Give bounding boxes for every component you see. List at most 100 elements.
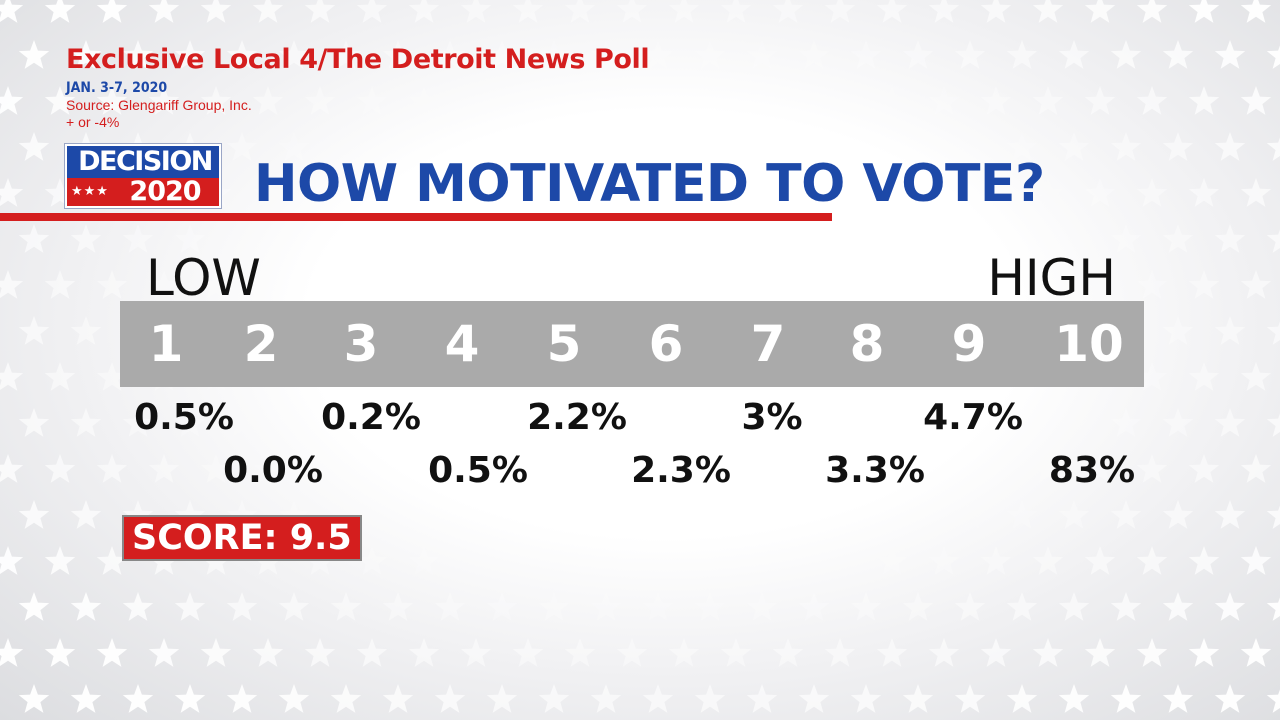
background-star-icon — [408, 0, 440, 23]
background-star-icon — [1266, 137, 1280, 161]
scale-number-8: 8 — [849, 315, 885, 373]
background-star-icon — [0, 0, 24, 23]
background-star-icon — [1058, 408, 1090, 437]
background-star-icon — [1266, 321, 1280, 345]
background-star-icon — [1136, 546, 1168, 575]
background-star-icon — [0, 638, 24, 667]
background-star-icon — [1162, 132, 1194, 161]
background-star-icon — [44, 546, 76, 575]
headline: HOW MOTIVATED TO VOTE? — [254, 154, 1045, 214]
background-star-icon — [1240, 362, 1272, 391]
background-star-icon — [720, 0, 752, 23]
background-star-icon — [1214, 592, 1246, 621]
scale-number-1: 1 — [148, 315, 184, 373]
scale-low-label: LOW — [146, 249, 261, 307]
background-star-icon — [1110, 500, 1142, 529]
background-star-icon — [200, 270, 232, 299]
background-star-icon — [70, 592, 102, 621]
background-star-icon — [1214, 224, 1246, 253]
background-star-icon — [616, 0, 648, 23]
background-star-icon — [746, 40, 778, 69]
background-star-icon — [954, 684, 986, 713]
background-star-icon — [1266, 229, 1280, 253]
background-star-icon — [356, 86, 388, 115]
background-star-icon — [1188, 0, 1220, 23]
background-star-icon — [0, 362, 24, 391]
background-star-icon — [668, 638, 700, 667]
background-star-icon — [0, 454, 24, 483]
background-star-icon — [278, 132, 310, 161]
background-star-icon — [0, 178, 24, 207]
background-star-icon — [44, 362, 76, 391]
background-star-icon — [1214, 408, 1246, 437]
background-star-icon — [1188, 454, 1220, 483]
background-star-icon — [538, 592, 570, 621]
background-star-icon — [1136, 0, 1168, 23]
background-star-icon — [18, 408, 50, 437]
background-star-icon — [954, 500, 986, 529]
background-star-icon — [1266, 505, 1280, 529]
background-star-icon — [434, 684, 466, 713]
background-star-icon — [1006, 40, 1038, 69]
background-star-icon — [1188, 178, 1220, 207]
percent-rating-3: 0.2% — [321, 397, 421, 438]
background-star-icon — [798, 684, 830, 713]
poll-title: Exclusive Local 4/The Detroit News Poll — [66, 44, 650, 75]
background-star-icon — [122, 224, 154, 253]
background-star-icon — [1188, 638, 1220, 667]
background-star-icon — [96, 546, 128, 575]
background-star-icon — [980, 86, 1012, 115]
percent-rating-9: 4.7% — [923, 397, 1023, 438]
scale-number-6: 6 — [648, 315, 684, 373]
background-star-icon — [1058, 40, 1090, 69]
background-star-icon — [1240, 270, 1272, 299]
background-star-icon — [1084, 454, 1116, 483]
background-star-icon — [1240, 546, 1272, 575]
background-star-icon — [408, 546, 440, 575]
scale-number-5: 5 — [546, 315, 582, 373]
logo-decision-text: DECISION — [78, 146, 213, 177]
background-star-icon — [564, 0, 596, 23]
background-star-icon — [486, 592, 518, 621]
background-star-icon — [0, 546, 24, 575]
background-star-icon — [1214, 316, 1246, 345]
motivation-scale-bar: 1 2 3 4 5 6 7 8 9 10 — [120, 301, 1144, 387]
background-star-icon — [330, 684, 362, 713]
background-star-icon — [18, 316, 50, 345]
background-star-icon — [798, 592, 830, 621]
background-star-icon — [304, 86, 336, 115]
background-star-icon — [252, 86, 284, 115]
percent-rating-5: 2.2% — [527, 397, 627, 438]
background-star-icon — [252, 178, 284, 207]
background-star-icon — [122, 684, 154, 713]
background-star-icon — [122, 592, 154, 621]
background-star-icon — [486, 40, 518, 69]
background-star-icon — [616, 638, 648, 667]
background-star-icon — [902, 592, 934, 621]
background-star-icon — [1110, 132, 1142, 161]
background-star-icon — [70, 408, 102, 437]
background-star-icon — [850, 684, 882, 713]
background-star-icon — [1162, 316, 1194, 345]
scale-number-7: 7 — [750, 315, 786, 373]
percent-rating-6: 2.3% — [631, 450, 731, 491]
scale-number-9: 9 — [951, 315, 987, 373]
background-star-icon — [1214, 500, 1246, 529]
background-star-icon — [408, 638, 440, 667]
scale-number-4: 4 — [444, 315, 480, 373]
background-star-icon — [70, 684, 102, 713]
background-star-icon — [44, 638, 76, 667]
background-star-icon — [252, 0, 284, 23]
background-star-icon — [1214, 684, 1246, 713]
background-star-icon — [1162, 592, 1194, 621]
background-star-icon — [174, 224, 206, 253]
background-star-icon — [44, 178, 76, 207]
background-star-icon — [902, 684, 934, 713]
background-star-icon — [1058, 592, 1090, 621]
background-star-icon — [96, 86, 128, 115]
background-star-icon — [1006, 132, 1038, 161]
background-star-icon — [1240, 86, 1272, 115]
background-star-icon — [1058, 500, 1090, 529]
background-star-icon — [122, 408, 154, 437]
background-star-icon — [460, 0, 492, 23]
